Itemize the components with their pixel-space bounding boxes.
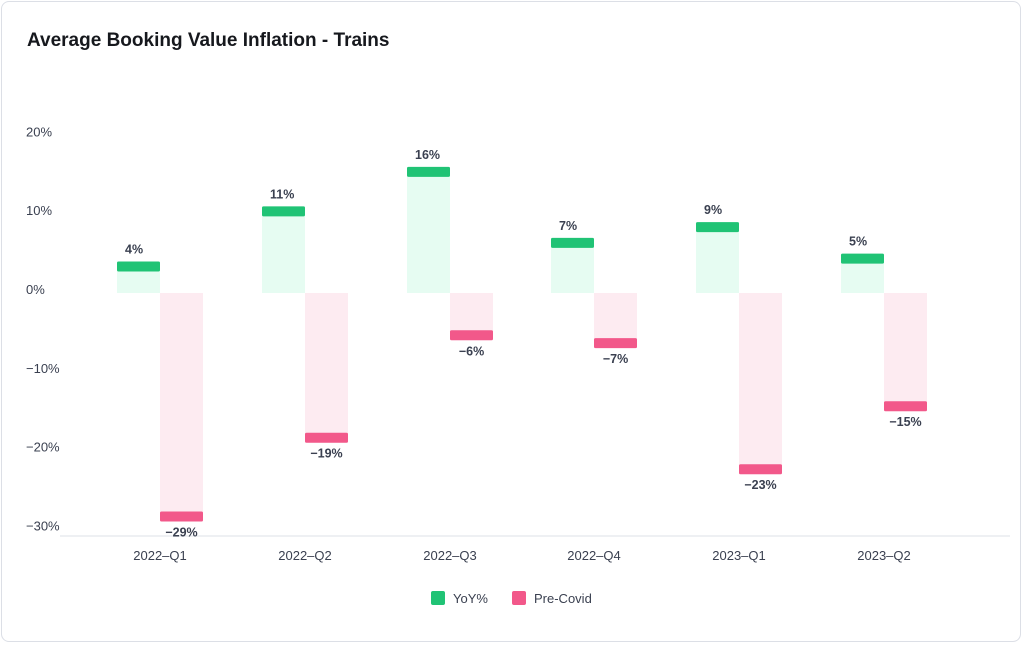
bar-yoy xyxy=(696,222,739,293)
x-tick-label: 2022–Q3 xyxy=(423,548,477,563)
bar-cap-yoy xyxy=(117,261,160,272)
bar-yoy xyxy=(262,206,305,293)
bar-precovid xyxy=(160,293,203,522)
legend-label: YoY% xyxy=(453,591,488,606)
y-tick-label: −10% xyxy=(26,361,60,376)
bar-cap-precovid xyxy=(160,511,203,522)
data-label: −7% xyxy=(603,352,628,366)
data-label: 9% xyxy=(704,203,722,217)
chart-title: Average Booking Value Inflation - Trains xyxy=(27,30,390,51)
data-label: 16% xyxy=(415,148,440,162)
bar-yoy xyxy=(407,166,450,293)
data-label: 5% xyxy=(849,235,867,249)
x-tick-label: 2023–Q1 xyxy=(712,548,766,563)
legend-swatch-yoy xyxy=(431,591,445,605)
data-label: −23% xyxy=(744,478,776,492)
bar-precovid xyxy=(884,293,927,412)
data-label: −29% xyxy=(165,526,197,540)
y-tick-label: −20% xyxy=(26,440,60,455)
bar-cap-precovid xyxy=(305,432,348,443)
bar-cap-yoy xyxy=(407,166,450,177)
bar-cap-yoy xyxy=(551,237,594,248)
bar-cap-yoy xyxy=(841,253,884,264)
bar-cap-yoy xyxy=(262,206,305,217)
legend-label: Pre-Covid xyxy=(534,591,592,606)
bar-precovid xyxy=(739,293,782,475)
bar-precovid xyxy=(305,293,348,443)
bar-cap-yoy xyxy=(696,222,739,233)
x-tick-label: 2022–Q1 xyxy=(133,548,187,563)
bar-cap-precovid xyxy=(739,464,782,475)
bar-cap-precovid xyxy=(884,401,927,412)
y-tick-label: 20% xyxy=(26,124,52,139)
data-label: 7% xyxy=(559,219,577,233)
x-tick-label: 2022–Q2 xyxy=(278,548,332,563)
legend-swatch-precovid xyxy=(512,591,526,605)
data-label: −15% xyxy=(889,415,921,429)
y-tick-label: −30% xyxy=(26,518,60,533)
x-tick-label: 2023–Q2 xyxy=(857,548,911,563)
y-tick-label: 10% xyxy=(26,203,52,218)
data-label: 11% xyxy=(270,187,294,201)
y-tick-label: 0% xyxy=(26,282,45,297)
data-label: −6% xyxy=(459,344,484,358)
data-label: −19% xyxy=(310,447,342,461)
bar-cap-precovid xyxy=(594,338,637,349)
x-tick-label: 2022–Q4 xyxy=(567,548,621,563)
data-label: 4% xyxy=(125,242,143,256)
bar-cap-precovid xyxy=(450,330,493,341)
